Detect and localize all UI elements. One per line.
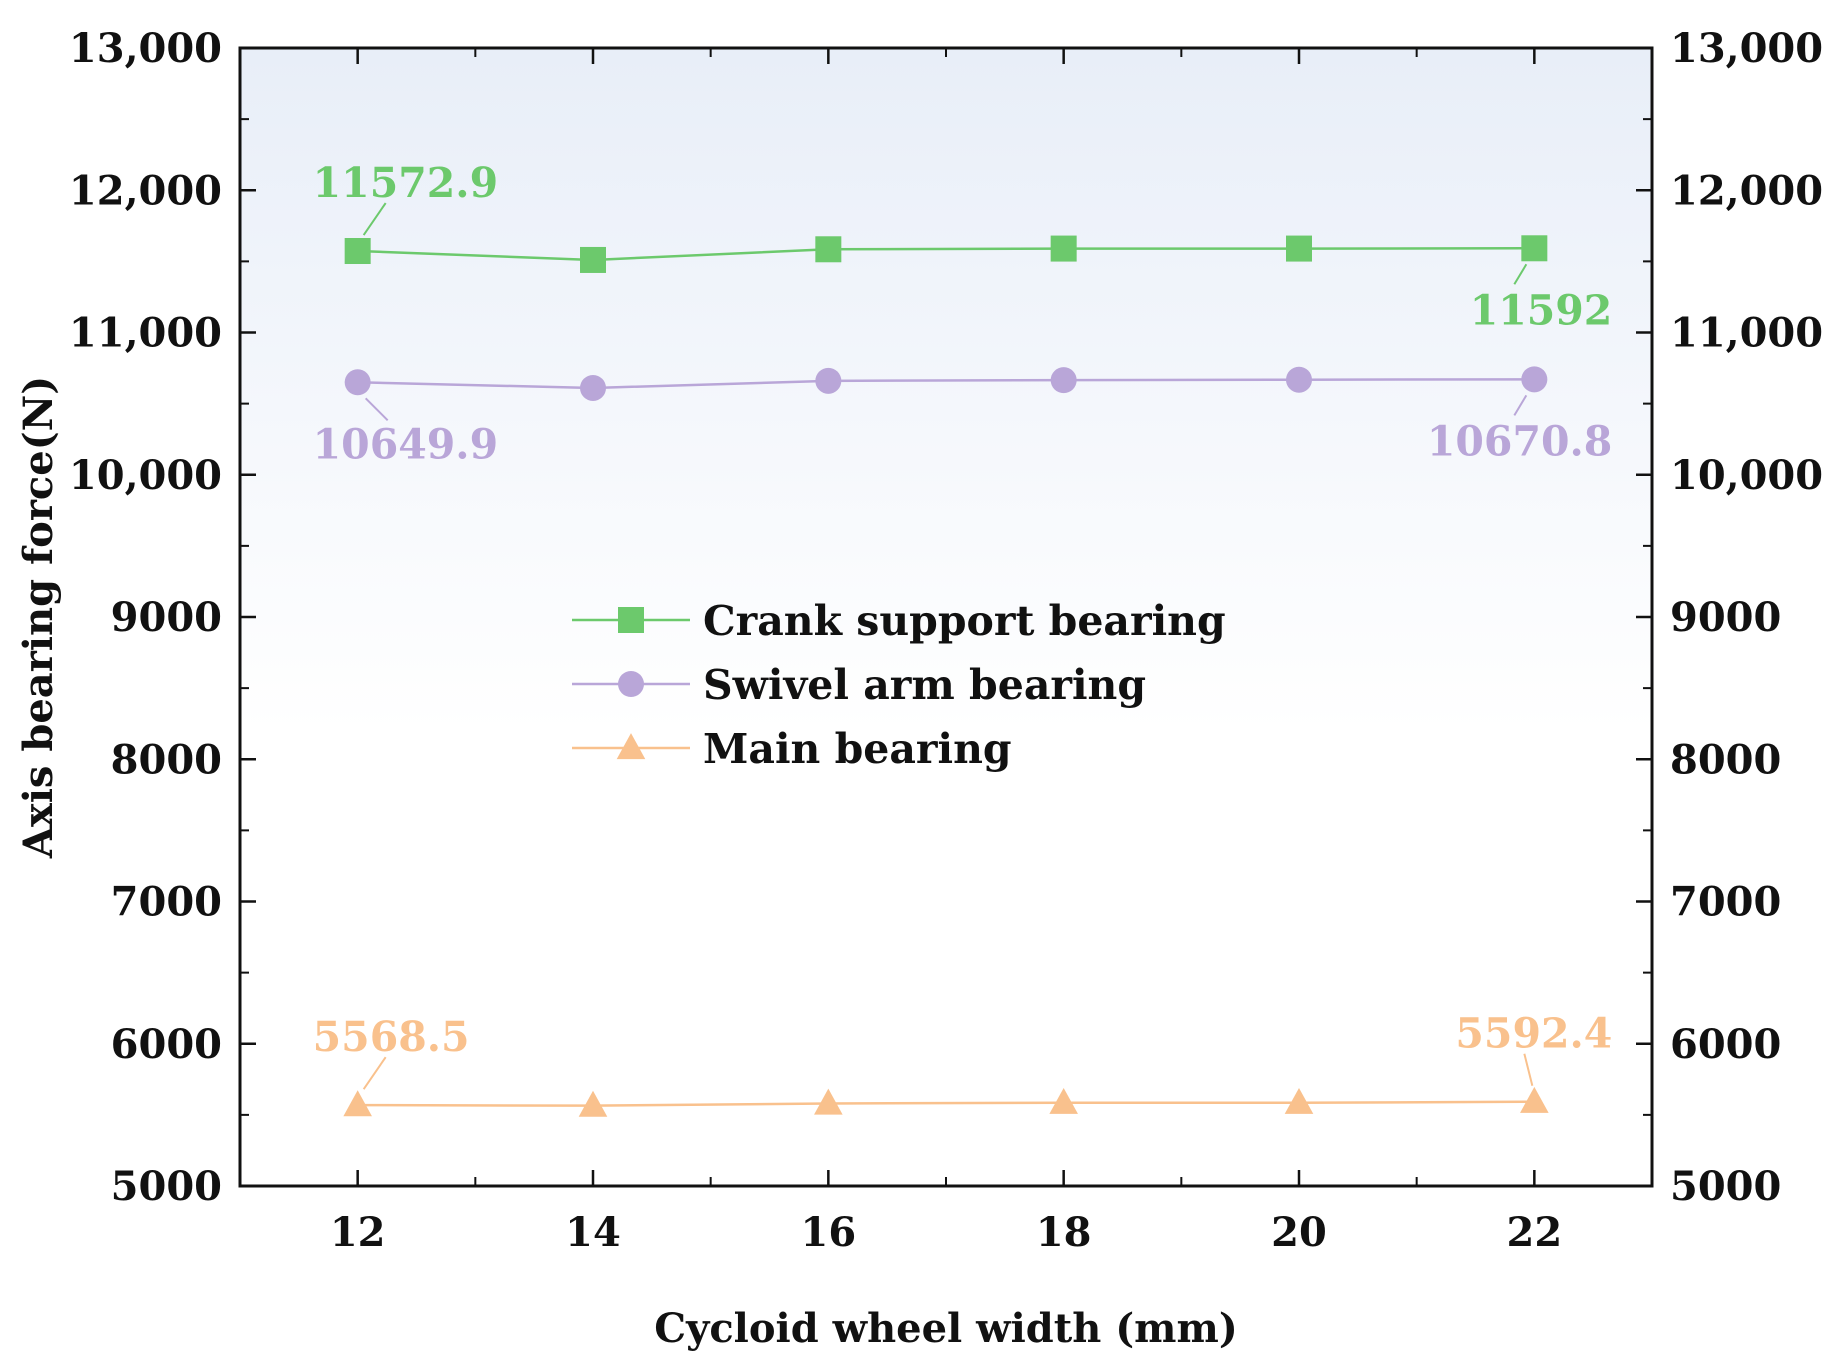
data-label: 5592.4	[1455, 1010, 1612, 1058]
x-tick-label: 12	[330, 1209, 386, 1256]
data-point	[344, 369, 371, 396]
ticks-layer: 12 14 16 18 20 22 5000 5000 6000 6000 7000 7000 8000…	[69, 25, 1822, 1256]
data-point	[1049, 1087, 1078, 1114]
legend-marker	[616, 733, 646, 760]
data-point	[1050, 235, 1077, 262]
data-point	[1286, 366, 1312, 393]
x-tick-label: 14	[565, 1209, 621, 1256]
series-crank-support-bearing	[344, 235, 1548, 273]
annotation-layer: 11572.9 11592 10649.9 10670.8 5568.5 5592.4	[313, 159, 1613, 1090]
y-axis-title: Axis bearing force(N)	[15, 376, 62, 859]
data-point	[1286, 235, 1312, 262]
series-layer	[343, 235, 1549, 1117]
x-tick-label: 18	[1036, 1209, 1092, 1256]
y-tick-label-right: 5000	[1670, 1163, 1781, 1210]
series-swivel-arm-bearing	[344, 366, 1548, 401]
y-tick-label-left: 7000	[111, 879, 222, 926]
data-point	[580, 246, 606, 273]
y-tick-label-left: 9000	[111, 594, 222, 641]
data-point	[1284, 1087, 1314, 1114]
legend-label: Crank support bearing	[703, 597, 1226, 645]
y-tick-label-right: 12,000	[1670, 167, 1822, 214]
y-tick-label-left: 12,000	[69, 167, 222, 214]
y-tick-label-left: 10,000	[69, 452, 222, 499]
data-label: 5568.5	[313, 1013, 470, 1061]
x-tick-label: 20	[1271, 1209, 1327, 1256]
legend-item: Crank support bearing	[572, 597, 1226, 645]
legend-item: Main bearing	[572, 725, 1012, 773]
annotation-leader	[364, 397, 389, 422]
y-tick-label-right: 7000	[1670, 879, 1781, 926]
y-tick-label-left: 8000	[111, 736, 222, 783]
y-tick-label-left: 11,000	[69, 310, 222, 357]
x-tick-label: 16	[800, 1209, 856, 1256]
y-tick-label-right: 8000	[1670, 736, 1781, 783]
y-tick-label-right: 9000	[1670, 594, 1781, 641]
data-point	[344, 238, 371, 265]
annotation-leader	[1523, 1053, 1534, 1086]
y-tick-label-right: 11,000	[1670, 310, 1822, 357]
series-line	[357, 247, 1535, 262]
annotation-leader	[362, 202, 387, 236]
data-point	[580, 374, 606, 401]
legend-marker	[618, 671, 644, 697]
annotation-leader	[362, 1056, 387, 1090]
annotation-leader	[1513, 263, 1528, 285]
y-tick-label-left: 13,000	[69, 25, 222, 72]
y-tick-label-left: 6000	[111, 1021, 222, 1068]
series-main-bearing	[343, 1086, 1549, 1117]
y-tick-label-right: 13,000	[1670, 25, 1822, 72]
y-tick-label-right: 6000	[1670, 1021, 1781, 1068]
data-point	[343, 1090, 372, 1117]
y-tick-label-right: 10,000	[1670, 452, 1822, 499]
legend: Crank support bearing Swivel arm bearing M…	[572, 597, 1226, 773]
data-point	[1521, 366, 1548, 393]
plot-area	[238, 46, 1654, 1188]
legend-marker	[618, 607, 644, 633]
series-line	[357, 1100, 1535, 1107]
data-point	[578, 1090, 608, 1117]
data-label: 11572.9	[313, 159, 498, 207]
data-point	[1050, 367, 1077, 394]
legend-label: Swivel arm bearing	[703, 661, 1146, 709]
series-line	[357, 378, 1535, 390]
data-point	[815, 236, 842, 263]
x-tick-label: 22	[1506, 1209, 1562, 1256]
legend-label: Main bearing	[703, 725, 1012, 773]
data-label: 10670.8	[1427, 417, 1612, 465]
annotation-leader	[1513, 394, 1528, 416]
data-point	[814, 1088, 843, 1115]
data-point	[1520, 1086, 1549, 1113]
y-tick-label-left: 5000	[111, 1163, 222, 1210]
legend-item: Swivel arm bearing	[572, 661, 1146, 709]
data-label: 11592	[1470, 286, 1613, 334]
data-point	[815, 367, 842, 394]
data-label: 10649.9	[313, 420, 498, 468]
x-axis-title: Cycloid wheel width (mm)	[654, 1305, 1238, 1352]
data-point	[1521, 235, 1548, 262]
